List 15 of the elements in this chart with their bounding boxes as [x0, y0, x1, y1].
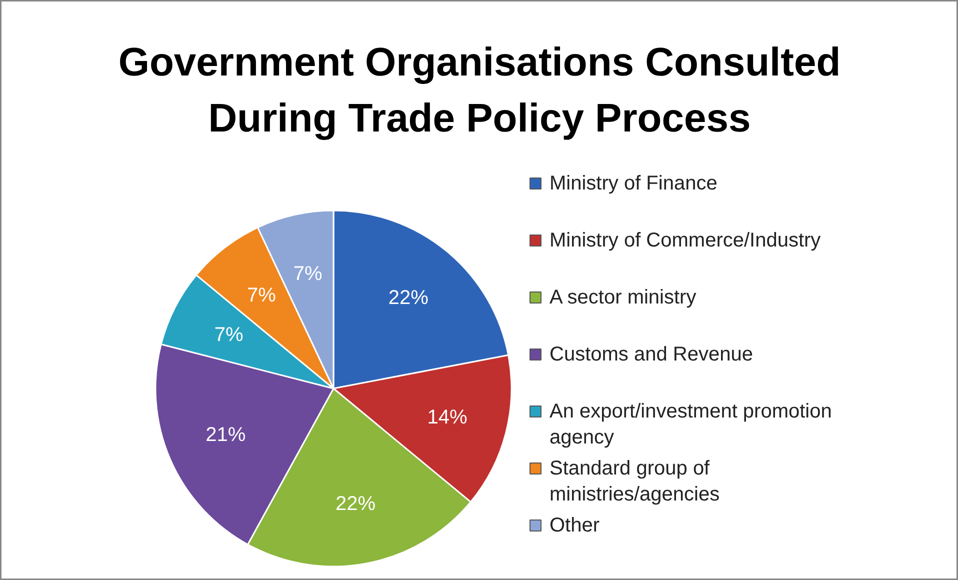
- legend-label: Ministry of Commerce/Industry: [550, 230, 821, 252]
- data-label: 22%: [388, 286, 429, 309]
- legend-label: An export/investment promotion agency: [550, 400, 832, 448]
- legend-label: Ministry of Finance: [550, 172, 718, 194]
- legend-label: Customs and Revenue: [550, 344, 753, 366]
- legend-label: A sector ministry: [550, 286, 696, 308]
- legend-label: Standard group of ministries/agencies: [550, 458, 720, 506]
- chart-title: Government Organisations Consulted During Trade Policy Process: [118, 40, 841, 140]
- legend-label: Other: [550, 514, 600, 536]
- data-label: 7%: [293, 262, 323, 285]
- data-label: 7%: [214, 324, 244, 346]
- data-label: 21%: [206, 424, 246, 446]
- data-label: 14%: [427, 406, 468, 429]
- data-label: 7%: [247, 284, 276, 307]
- data-label: 22%: [336, 492, 376, 515]
